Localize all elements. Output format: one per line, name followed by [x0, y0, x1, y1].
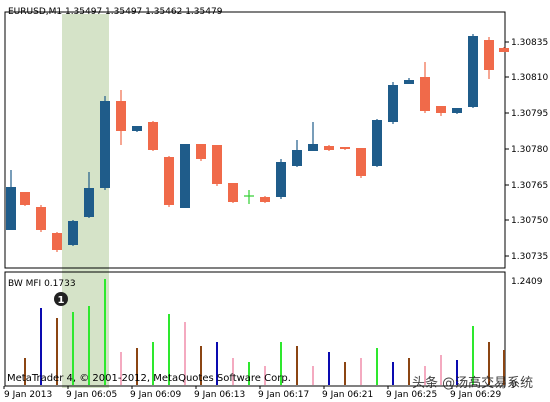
candle-body: [84, 188, 94, 217]
watermark-text: 头条 @汤高交易系统: [412, 375, 533, 391]
candlestick: [324, 145, 334, 151]
x-tick-label: 9 Jan 06:09: [130, 390, 182, 400]
candlestick: [180, 144, 190, 208]
candle-body: [372, 120, 382, 166]
candle-body: [148, 122, 158, 150]
y-tick-label: 1.30810: [511, 73, 548, 83]
candle-body: [499, 48, 509, 52]
candle-body: [420, 77, 430, 111]
candle-body: [68, 221, 78, 245]
candlestick: [340, 147, 350, 150]
candle-body: [52, 233, 62, 250]
candlestick: [164, 156, 174, 207]
candle-body: [452, 108, 462, 113]
candle-body: [228, 183, 238, 202]
candlestick: [36, 205, 46, 232]
candle-body: [324, 146, 334, 150]
candlestick: [436, 106, 446, 116]
candlestick: [132, 126, 142, 132]
candlestick: [484, 37, 494, 79]
candlestick: [116, 90, 126, 145]
x-tick-label: 9 Jan 06:13: [194, 390, 245, 400]
y-tick-label: 1.30750: [511, 216, 548, 226]
candlestick: [452, 108, 462, 114]
candle-body: [100, 101, 110, 188]
candlestick: [52, 232, 62, 252]
y-tick-label: 1.30780: [511, 145, 548, 155]
candle-body: [468, 36, 478, 107]
marker-badge: [54, 292, 68, 306]
x-tick-label: 9 Jan 2013: [4, 390, 52, 400]
candle-body: [484, 40, 494, 70]
candlestick: [244, 190, 254, 204]
candlestick: [260, 196, 270, 203]
candle-body: [196, 144, 206, 159]
candle-body: [260, 197, 270, 202]
x-tick-label: 9 Jan 06:05: [66, 390, 117, 400]
symbol-info-label: EURUSD,M1 1.35497 1.35497 1.35462 1.3547…: [8, 7, 223, 17]
candlestick-series: [6, 34, 509, 252]
indicator-axis-bottom: 0: [511, 380, 517, 390]
candle-body: [436, 106, 446, 113]
candle-body: [388, 85, 398, 122]
candle-body: [132, 126, 142, 131]
candlestick: [6, 170, 16, 230]
indicator-label: BW MFI 0.1733: [8, 279, 76, 289]
x-tick-label: 9 Jan 06:25: [386, 390, 437, 400]
candlestick: [372, 119, 382, 167]
candlestick: [100, 96, 110, 190]
main-y-axis: [505, 41, 509, 257]
candlestick: [420, 62, 430, 113]
candle-body: [180, 144, 190, 208]
candle-body: [308, 144, 318, 151]
candlestick: [228, 183, 238, 203]
candle-body: [340, 147, 350, 149]
indicator-pane[interactable]: [4, 271, 506, 387]
candle-body: [404, 80, 414, 84]
candlestick: [68, 220, 78, 246]
candlestick: [20, 192, 30, 206]
candle-body: [164, 157, 174, 205]
candlestick: [404, 78, 414, 84]
x-tick-label: 9 Jan 06:17: [258, 390, 309, 400]
candlestick: [212, 145, 222, 186]
candlestick: [388, 82, 398, 124]
candle-body: [116, 101, 126, 131]
x-tick-label: 9 Jan 06:21: [322, 390, 373, 400]
candle-body: [212, 145, 222, 184]
candlestick: [292, 140, 302, 167]
candlestick: [468, 34, 478, 108]
indicator-axis-top: 1.2409: [511, 277, 543, 287]
x-tick-label: 9 Jan 06:29: [450, 390, 502, 400]
candle-body: [356, 148, 366, 176]
y-tick-label: 1.30795: [511, 109, 548, 119]
candle-body: [20, 192, 30, 205]
candlestick: [196, 144, 206, 161]
candle-body: [36, 207, 46, 230]
candle-body: [276, 162, 286, 197]
candlestick: [148, 121, 158, 151]
candlestick: [84, 172, 94, 218]
candlestick: [499, 47, 509, 52]
y-tick-label: 1.30835: [511, 38, 548, 48]
y-tick-label: 1.30735: [511, 252, 548, 262]
y-tick-label: 1.30765: [511, 181, 548, 191]
candle-body: [292, 150, 302, 166]
copyright-text: MetaTrader 4, © 2001-2012, MetaQuotes So…: [7, 373, 291, 384]
candlestick: [308, 122, 318, 151]
candle-body: [6, 187, 16, 230]
marker-number: 1: [58, 295, 65, 306]
mfi-histogram: [24, 279, 505, 385]
x-axis-ticks: [3, 386, 453, 389]
main-chart-pane[interactable]: [4, 11, 506, 269]
candlestick: [356, 148, 366, 178]
candlestick: [276, 159, 286, 199]
